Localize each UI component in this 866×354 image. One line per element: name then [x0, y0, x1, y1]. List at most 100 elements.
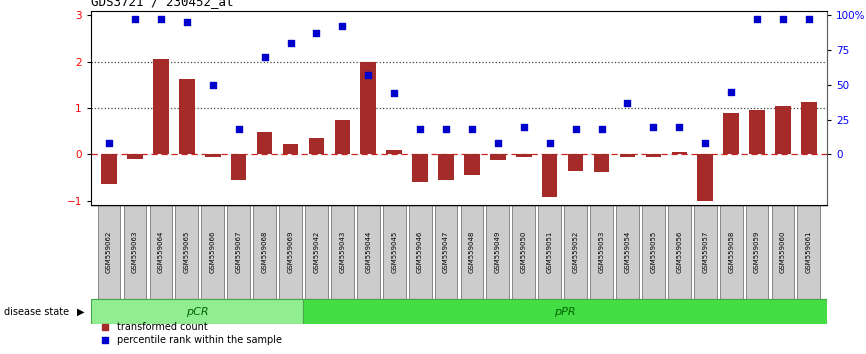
- FancyBboxPatch shape: [772, 205, 794, 299]
- FancyBboxPatch shape: [331, 205, 353, 299]
- Bar: [568, 154, 584, 171]
- Point: [517, 124, 531, 129]
- Text: GDS3721 / 230452_at: GDS3721 / 230452_at: [91, 0, 234, 8]
- Bar: [671, 152, 687, 154]
- Text: GSM559046: GSM559046: [417, 231, 423, 273]
- Text: GSM559049: GSM559049: [494, 231, 501, 273]
- Text: GSM559061: GSM559061: [806, 231, 812, 274]
- Text: GSM559048: GSM559048: [469, 231, 475, 273]
- Bar: [153, 59, 169, 154]
- Text: GSM559058: GSM559058: [728, 231, 734, 273]
- Bar: [438, 154, 454, 180]
- Point: [128, 17, 142, 22]
- Bar: [257, 132, 273, 154]
- Point: [543, 141, 557, 146]
- Bar: [91, 299, 303, 324]
- Point: [465, 126, 479, 132]
- FancyBboxPatch shape: [98, 205, 120, 299]
- FancyBboxPatch shape: [435, 205, 457, 299]
- Text: GSM559057: GSM559057: [702, 231, 708, 273]
- FancyBboxPatch shape: [565, 205, 587, 299]
- Point: [672, 124, 686, 129]
- Point: [413, 126, 427, 132]
- FancyBboxPatch shape: [616, 205, 639, 299]
- Point: [154, 17, 168, 22]
- FancyBboxPatch shape: [720, 205, 742, 299]
- FancyBboxPatch shape: [227, 205, 250, 299]
- Point: [750, 17, 764, 22]
- FancyBboxPatch shape: [694, 205, 717, 299]
- Bar: [334, 120, 350, 154]
- FancyBboxPatch shape: [590, 205, 613, 299]
- FancyBboxPatch shape: [642, 205, 665, 299]
- Point: [621, 100, 635, 106]
- Point: [180, 19, 194, 25]
- Text: pCR: pCR: [186, 307, 209, 316]
- FancyBboxPatch shape: [513, 205, 535, 299]
- FancyBboxPatch shape: [176, 205, 198, 299]
- Point: [646, 124, 660, 129]
- Bar: [386, 150, 402, 154]
- FancyBboxPatch shape: [461, 205, 483, 299]
- Point: [283, 40, 297, 46]
- Point: [361, 72, 375, 78]
- Text: GSM559068: GSM559068: [262, 231, 268, 274]
- Bar: [412, 154, 428, 182]
- FancyBboxPatch shape: [746, 205, 768, 299]
- Text: GSM559062: GSM559062: [106, 231, 112, 273]
- Text: GSM559050: GSM559050: [520, 231, 527, 273]
- Bar: [360, 62, 376, 154]
- Bar: [801, 102, 817, 154]
- Bar: [303, 299, 827, 324]
- Text: pPR: pPR: [554, 307, 576, 316]
- Point: [206, 82, 220, 88]
- FancyBboxPatch shape: [383, 205, 405, 299]
- Text: GSM559051: GSM559051: [546, 231, 553, 273]
- Point: [387, 90, 401, 96]
- Bar: [231, 154, 247, 180]
- Text: GSM559052: GSM559052: [572, 231, 578, 273]
- Point: [258, 54, 272, 60]
- Bar: [464, 154, 480, 175]
- Text: GSM559067: GSM559067: [236, 231, 242, 274]
- Point: [802, 17, 816, 22]
- Bar: [723, 113, 739, 154]
- Bar: [542, 154, 558, 197]
- Text: GSM559064: GSM559064: [158, 231, 164, 273]
- Point: [491, 141, 505, 146]
- Bar: [127, 154, 143, 159]
- FancyBboxPatch shape: [279, 205, 302, 299]
- Point: [232, 126, 246, 132]
- Bar: [697, 154, 713, 201]
- Text: GSM559044: GSM559044: [365, 231, 372, 273]
- Text: disease state: disease state: [4, 307, 69, 316]
- Legend: transformed count, percentile rank within the sample: transformed count, percentile rank withi…: [96, 319, 286, 349]
- Text: ▶: ▶: [76, 307, 84, 316]
- Text: GSM559059: GSM559059: [754, 231, 760, 273]
- FancyBboxPatch shape: [124, 205, 146, 299]
- Point: [698, 141, 712, 146]
- Text: GSM559042: GSM559042: [313, 231, 320, 273]
- FancyBboxPatch shape: [539, 205, 561, 299]
- FancyBboxPatch shape: [305, 205, 328, 299]
- Point: [776, 17, 790, 22]
- Text: GSM559043: GSM559043: [339, 231, 346, 273]
- Bar: [645, 154, 661, 156]
- Text: GSM559063: GSM559063: [132, 231, 138, 274]
- Text: GSM559065: GSM559065: [184, 231, 190, 273]
- Bar: [516, 154, 532, 156]
- Bar: [775, 105, 791, 154]
- FancyBboxPatch shape: [798, 205, 820, 299]
- Point: [102, 141, 116, 146]
- Point: [335, 24, 349, 29]
- Text: GSM559056: GSM559056: [676, 231, 682, 273]
- Text: GSM559045: GSM559045: [391, 231, 397, 273]
- Point: [439, 126, 453, 132]
- Bar: [749, 110, 765, 154]
- Point: [309, 30, 323, 36]
- FancyBboxPatch shape: [201, 205, 224, 299]
- Bar: [179, 79, 195, 154]
- FancyBboxPatch shape: [668, 205, 691, 299]
- Point: [569, 126, 583, 132]
- Text: GSM559055: GSM559055: [650, 231, 656, 273]
